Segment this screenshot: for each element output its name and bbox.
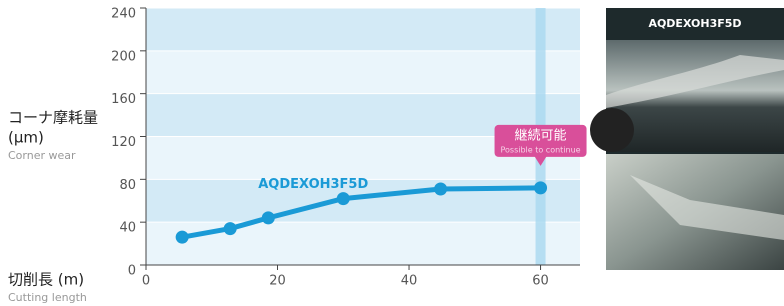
x-tick-label: 40	[401, 274, 418, 289]
point	[337, 192, 350, 205]
chart: 0 40 80 120 160 200 240 0 20 40 60 AQDEXOH3F5D 継続可能 P…	[0, 0, 784, 306]
y-tick-label: 240	[111, 7, 136, 22]
y-tick-label: 0	[128, 264, 136, 279]
photo-title: AQDEXOH3F5D	[648, 17, 741, 30]
y-unit: (μm)	[8, 129, 44, 147]
callout-title: 継続可能	[515, 128, 567, 143]
y-tick-label: 120	[111, 135, 136, 150]
y-tick-label: 200	[111, 49, 136, 64]
y-tick-label: 40	[119, 221, 136, 236]
x-tick-label: 0	[142, 274, 150, 289]
x-tick-label: 60	[532, 274, 549, 289]
x-label-en: Cutting length	[8, 291, 87, 304]
callout-subtitle: Possible to continue	[500, 145, 580, 154]
point	[176, 231, 189, 244]
series-label: AQDEXOH3F5D	[258, 177, 368, 192]
band	[146, 8, 580, 51]
point	[224, 222, 237, 235]
y-tick-label: 160	[111, 92, 136, 107]
y-label: コーナ摩耗量	[8, 109, 98, 127]
x-tick-label: 20	[269, 274, 286, 289]
point	[262, 211, 275, 224]
point	[434, 182, 447, 195]
point	[534, 181, 547, 194]
y-tick-label: 80	[119, 178, 136, 193]
y-label-en: Corner wear	[8, 149, 76, 162]
photo-detail	[590, 108, 634, 152]
x-label: 切削長 (m)	[8, 271, 84, 289]
